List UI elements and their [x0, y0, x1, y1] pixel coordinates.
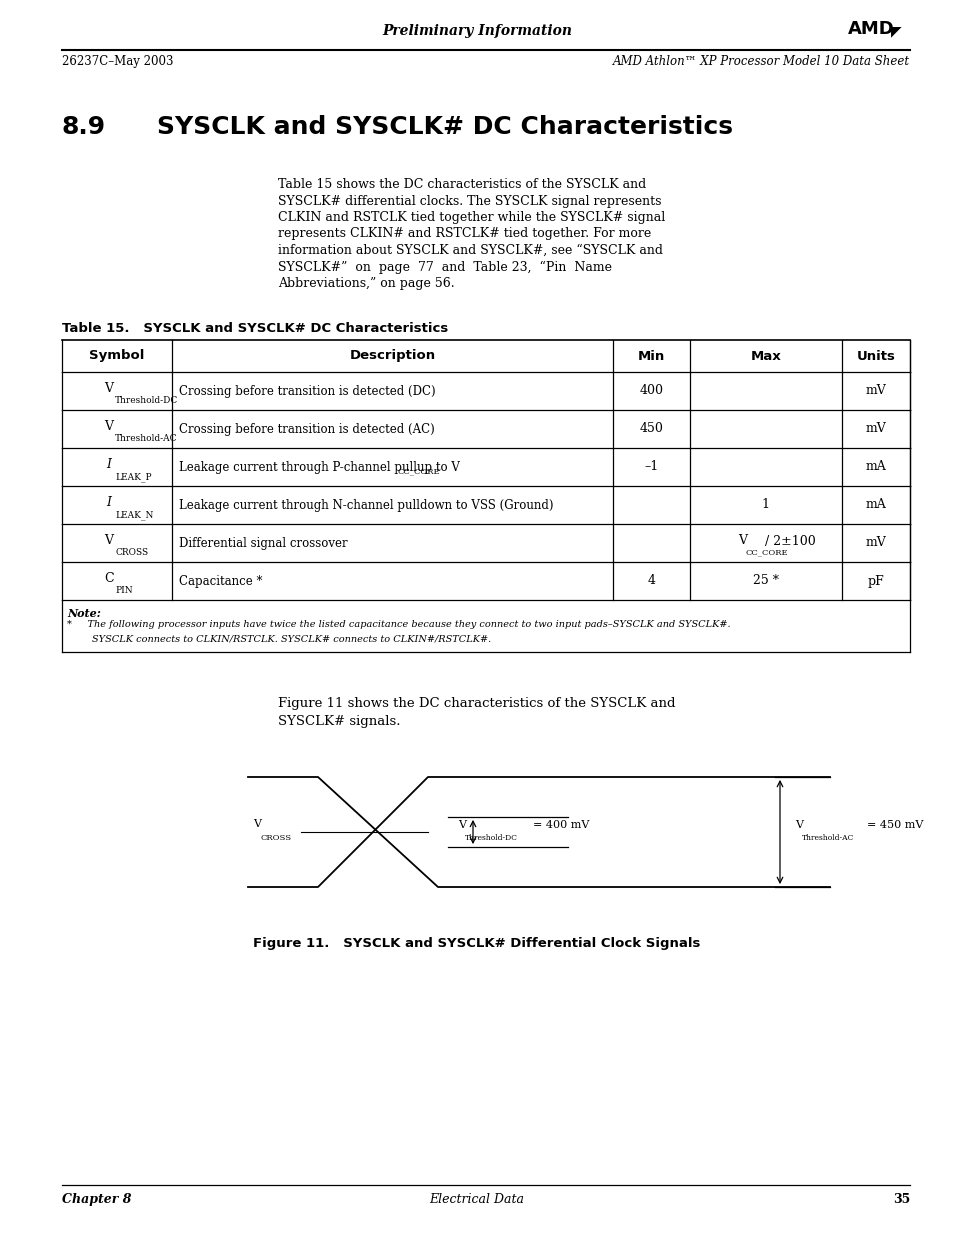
- Text: Leakage current through P-channel pullup to V: Leakage current through P-channel pullup…: [179, 461, 459, 473]
- Text: V: V: [794, 820, 802, 830]
- Text: SYSCLK connects to CLKIN/RSTCLK. SYSCLK# connects to CLKIN#/RSTCLK#.: SYSCLK connects to CLKIN/RSTCLK. SYSCLK#…: [67, 634, 491, 643]
- Text: SYSCLK# signals.: SYSCLK# signals.: [277, 715, 400, 727]
- Text: CC_CORE: CC_CORE: [397, 467, 439, 475]
- Text: *     The following processor inputs have twice the listed capacitance because t: * The following processor inputs have tw…: [67, 620, 730, 629]
- Text: V: V: [737, 535, 746, 547]
- Text: AMD Athlon™ XP Processor Model 10 Data Sheet: AMD Athlon™ XP Processor Model 10 Data S…: [612, 56, 909, 68]
- Text: Threshold-DC: Threshold-DC: [115, 396, 178, 405]
- Text: mV: mV: [864, 536, 885, 550]
- Text: V: V: [105, 383, 113, 395]
- Text: I: I: [107, 458, 112, 472]
- Text: Differential signal crossover: Differential signal crossover: [179, 536, 348, 550]
- Text: Electrical Data: Electrical Data: [429, 1193, 524, 1207]
- Text: 400: 400: [639, 384, 662, 398]
- Text: Description: Description: [350, 350, 436, 363]
- Text: mA: mA: [864, 499, 885, 511]
- Text: mA: mA: [864, 461, 885, 473]
- Text: CROSS: CROSS: [115, 548, 148, 557]
- Text: Units: Units: [856, 350, 895, 363]
- Text: LEAK_P: LEAK_P: [115, 472, 152, 482]
- Text: Table 15.   SYSCLK and SYSCLK# DC Characteristics: Table 15. SYSCLK and SYSCLK# DC Characte…: [62, 322, 448, 335]
- Text: CC_CORE: CC_CORE: [745, 548, 787, 556]
- Text: Note:: Note:: [67, 608, 101, 619]
- Text: Crossing before transition is detected (AC): Crossing before transition is detected (…: [179, 422, 435, 436]
- Text: 25 *: 25 *: [752, 574, 778, 588]
- Text: V: V: [457, 820, 465, 830]
- Text: Symbol: Symbol: [90, 350, 145, 363]
- Text: AMD: AMD: [847, 20, 894, 38]
- Text: LEAK_N: LEAK_N: [115, 510, 153, 520]
- Text: Max: Max: [750, 350, 781, 363]
- Text: mV: mV: [864, 422, 885, 436]
- Text: Abbreviations,” on page 56.: Abbreviations,” on page 56.: [277, 277, 455, 290]
- Text: Threshold-AC: Threshold-AC: [801, 834, 854, 842]
- Text: SYSCLK and SYSCLK# DC Characteristics: SYSCLK and SYSCLK# DC Characteristics: [157, 115, 732, 140]
- Text: Chapter 8: Chapter 8: [62, 1193, 132, 1207]
- Text: I: I: [107, 496, 112, 510]
- Text: Preliminary Information: Preliminary Information: [381, 23, 572, 38]
- Text: Figure 11.   SYSCLK and SYSCLK# Differential Clock Signals: Figure 11. SYSCLK and SYSCLK# Differenti…: [253, 937, 700, 950]
- Text: Capacitance *: Capacitance *: [179, 574, 262, 588]
- Text: = 450 mV: = 450 mV: [866, 820, 923, 830]
- Text: CLKIN and RSTCLK tied together while the SYSCLK# signal: CLKIN and RSTCLK tied together while the…: [277, 211, 664, 224]
- Text: mV: mV: [864, 384, 885, 398]
- Text: Leakage current through N-channel pulldown to VSS (Ground): Leakage current through N-channel pulldo…: [179, 499, 553, 511]
- Text: Figure 11 shows the DC characteristics of the SYSCLK and: Figure 11 shows the DC characteristics o…: [277, 697, 675, 710]
- Text: 8.9: 8.9: [62, 115, 106, 140]
- Text: CROSS: CROSS: [261, 834, 292, 842]
- Text: –1: –1: [643, 461, 658, 473]
- Text: C: C: [104, 573, 113, 585]
- Text: V: V: [105, 535, 113, 547]
- Text: 1: 1: [761, 499, 769, 511]
- Text: 450: 450: [639, 422, 662, 436]
- Text: Threshold-AC: Threshold-AC: [115, 433, 177, 443]
- Text: 35: 35: [892, 1193, 909, 1207]
- Text: SYSCLK# differential clocks. The SYSCLK signal represents: SYSCLK# differential clocks. The SYSCLK …: [277, 194, 660, 207]
- Text: 26237C–May 2003: 26237C–May 2003: [62, 56, 173, 68]
- Text: Threshold-DC: Threshold-DC: [464, 834, 517, 842]
- Text: V: V: [105, 420, 113, 433]
- Text: V: V: [253, 819, 261, 829]
- Text: SYSCLK#”  on  page  77  and  Table 23,  “Pin  Name: SYSCLK#” on page 77 and Table 23, “Pin N…: [277, 261, 612, 274]
- Text: 4: 4: [647, 574, 655, 588]
- Text: represents CLKIN# and RSTCLK# tied together. For more: represents CLKIN# and RSTCLK# tied toget…: [277, 227, 651, 241]
- Text: information about SYSCLK and SYSCLK#, see “SYSCLK and: information about SYSCLK and SYSCLK#, se…: [277, 245, 662, 257]
- Text: Min: Min: [637, 350, 664, 363]
- Text: pF: pF: [867, 574, 883, 588]
- Text: Table 15 shows the DC characteristics of the SYSCLK and: Table 15 shows the DC characteristics of…: [277, 178, 645, 191]
- Text: Crossing before transition is detected (DC): Crossing before transition is detected (…: [179, 384, 436, 398]
- Text: / 2±100: / 2±100: [764, 535, 815, 547]
- Text: ◤: ◤: [890, 23, 901, 38]
- Text: = 400 mV: = 400 mV: [533, 820, 589, 830]
- Text: PIN: PIN: [115, 585, 132, 595]
